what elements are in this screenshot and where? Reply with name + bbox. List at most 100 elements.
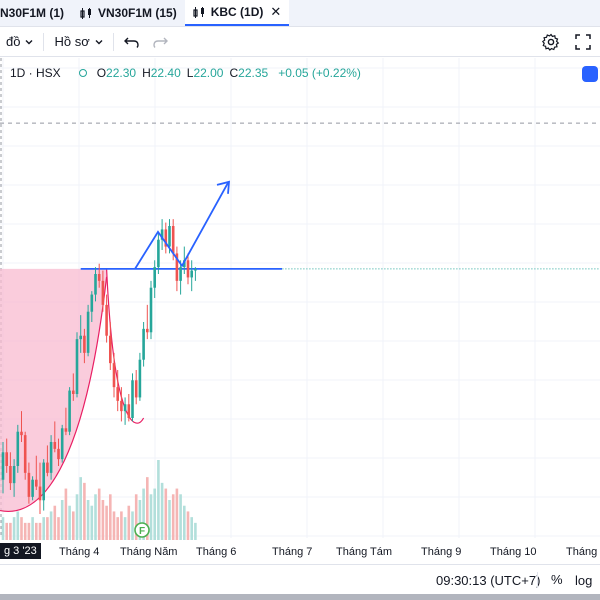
- candle-body: [49, 442, 53, 473]
- undo-button[interactable]: [118, 35, 146, 49]
- candle-body: [16, 431, 20, 466]
- volume-bar: [190, 517, 193, 540]
- volume-bar: [183, 505, 186, 540]
- time-axis-label: Tháng 10: [490, 546, 537, 558]
- candle-body: [60, 428, 64, 460]
- percent-scale-toggle[interactable]: %: [551, 572, 563, 587]
- candle-body: [57, 448, 60, 460]
- volume-bar: [75, 494, 79, 540]
- close-icon[interactable]: ✕: [270, 4, 282, 19]
- candle-body: [27, 472, 31, 497]
- gear-icon[interactable]: [542, 33, 560, 51]
- redo-button[interactable]: [146, 35, 174, 49]
- candle-body: [142, 328, 145, 360]
- scale-lock-icon[interactable]: [582, 66, 598, 82]
- volume-bar: [64, 488, 68, 540]
- time-axis[interactable]: g 3 '23 Tháng 4 Tháng Năm Tháng 6 Tháng …: [0, 540, 600, 564]
- candle-body: [20, 431, 23, 436]
- fullscreen-icon[interactable]: [574, 33, 592, 51]
- candle-body: [79, 335, 82, 340]
- tab-label: KBC (1D): [210, 5, 264, 19]
- volume-bar: [46, 517, 49, 540]
- toolbar-divider: [43, 32, 45, 51]
- volume-bar: [101, 500, 105, 540]
- chart-legend: 1D · HSX O22.30 H22.40 L22.00 C22.35 +0.…: [10, 66, 361, 80]
- undo-icon: [123, 37, 139, 48]
- volume-bar: [120, 511, 123, 540]
- candle-body: [112, 363, 116, 388]
- volume-bar: [134, 494, 138, 540]
- candle-body: [153, 267, 156, 288]
- volume-bar: [35, 522, 38, 540]
- symbol-label: 1D · HSX: [10, 66, 61, 80]
- tab-label: N30F1M (1): [0, 6, 65, 20]
- financial-event-icon: F: [139, 526, 145, 537]
- volume-bar: [131, 511, 134, 540]
- candle-body: [109, 335, 112, 364]
- clock-readout[interactable]: 09:30:13 (UTC+7): [436, 573, 541, 588]
- candle-body: [5, 452, 8, 466]
- close-value: C22.35: [229, 66, 269, 80]
- candle-body: [120, 400, 123, 412]
- volume-bar: [27, 522, 31, 540]
- volume-bar: [153, 488, 156, 540]
- candle-body: [146, 328, 149, 333]
- chart-type-label: đồ: [6, 34, 21, 49]
- market-status-icon: [78, 69, 87, 77]
- candle-body: [1, 452, 5, 480]
- tab-kbc-1d[interactable]: KBC (1D) ✕: [184, 0, 290, 26]
- volume-bar: [94, 494, 97, 540]
- projection-arrow-line: [134, 182, 229, 270]
- bottom-divider: [537, 572, 538, 588]
- time-axis-label: Tháng Tám: [336, 546, 393, 558]
- candle-body: [38, 486, 42, 501]
- candle-body: [97, 274, 101, 281]
- chart-type-dropdown[interactable]: đồ: [0, 34, 39, 49]
- low-value: L22.00: [186, 66, 224, 80]
- candle-body: [183, 260, 186, 268]
- candle-body: [83, 335, 86, 353]
- candle-body: [157, 239, 160, 268]
- volume-bar: [68, 505, 71, 540]
- log-scale-toggle[interactable]: log: [575, 573, 593, 588]
- candles-icon: [193, 6, 204, 18]
- profile-dropdown[interactable]: Hồ sơ: [48, 34, 108, 49]
- candle-body: [64, 428, 68, 432]
- time-axis-current-label: g 3 '23: [0, 543, 41, 559]
- volume-bar: [138, 500, 142, 540]
- candle-body: [105, 304, 108, 336]
- volume-bar: [79, 477, 82, 540]
- candle-body: [53, 442, 57, 449]
- chevron-down-icon: [95, 39, 103, 44]
- volume-bar: [146, 477, 149, 540]
- chevron-down-icon: [25, 39, 33, 44]
- profile-label: Hồ sơ: [54, 34, 90, 49]
- time-axis-label: Tháng Năm: [120, 546, 178, 558]
- volume-bar: [16, 511, 20, 540]
- volume-bar: [49, 511, 53, 540]
- time-axis-label: Tháng 1: [566, 546, 600, 558]
- volume-bar: [38, 522, 42, 540]
- volume-bar: [5, 522, 8, 540]
- price-chart[interactable]: F: [0, 58, 600, 564]
- open-value: O22.30: [96, 66, 137, 80]
- tab-vn30f1m-1[interactable]: N30F1M (1): [0, 0, 72, 26]
- candle-body: [127, 404, 131, 418]
- volume-bar: [175, 488, 179, 540]
- volume-bar: [42, 517, 45, 540]
- volume-bar: [72, 511, 75, 540]
- time-axis-label: Tháng 9: [421, 546, 462, 558]
- volume-bar: [60, 500, 64, 540]
- candle-body: [175, 253, 179, 281]
- candle-body: [123, 404, 127, 412]
- candle-body: [46, 462, 49, 473]
- candle-body: [149, 287, 153, 333]
- candles-icon: [80, 7, 92, 19]
- candle-body: [86, 311, 90, 353]
- candle-body: [164, 229, 168, 247]
- candle-body: [134, 380, 138, 398]
- volume-bar: [157, 460, 160, 540]
- bottom-strip: [0, 594, 600, 600]
- volume-bar: [57, 517, 60, 540]
- tab-vn30f1m-15[interactable]: VN30F1M (15): [72, 0, 185, 26]
